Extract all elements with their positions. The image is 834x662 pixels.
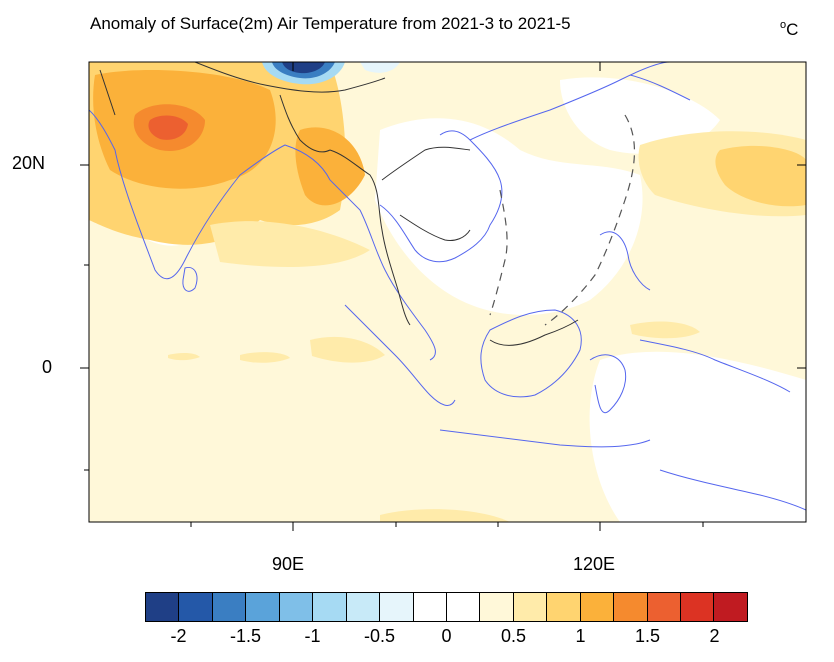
colorbar-cell xyxy=(413,593,447,621)
cool-patch-tibet-east xyxy=(360,62,400,73)
white-region-indochina xyxy=(375,118,643,315)
colorbar-labels: -2 -1.5 -1 -0.5 0 0.5 1 1.5 2 xyxy=(145,626,748,650)
warm-core-pacific xyxy=(715,145,806,207)
colorbar-cell xyxy=(146,593,180,621)
units-label: oC xyxy=(780,19,799,40)
colorbar-tick-label: 1 xyxy=(575,626,586,646)
colorbar-cell xyxy=(580,593,615,621)
lat-label-0: 0 xyxy=(42,357,53,377)
hot-core-india xyxy=(148,115,188,140)
colorbar-tick-label: 0 xyxy=(441,626,452,646)
degree-symbol: o xyxy=(780,19,787,31)
colorbar-cell xyxy=(547,593,581,621)
coastlines xyxy=(89,62,806,511)
colorbar-cell xyxy=(212,593,247,621)
colorbar-tick-label: -1 xyxy=(304,626,321,646)
warm-patch-small xyxy=(240,352,290,363)
colorbar-cell xyxy=(279,593,314,621)
warm-patch-equator xyxy=(310,336,385,363)
contour-fill-layer xyxy=(89,62,806,522)
lon-label-120e: 120E xyxy=(573,554,616,574)
warm-band-south xyxy=(380,509,510,522)
white-region-indonesia-east xyxy=(589,351,806,522)
warm-region-bay xyxy=(295,127,365,206)
axis-ticks xyxy=(80,62,806,531)
lon-label-90e: 90E xyxy=(272,554,305,574)
plot-frame xyxy=(88,61,807,523)
colorbar-tick-label: 0.5 xyxy=(500,626,527,646)
colorbar-cell xyxy=(380,593,414,621)
dashed-boundary xyxy=(489,114,635,326)
colorbar-cell xyxy=(246,593,280,621)
colorbar-cell xyxy=(647,593,681,621)
colorbar-cell xyxy=(714,593,747,621)
colorbar-cell xyxy=(446,593,481,621)
warm-patch-tiny xyxy=(168,352,200,361)
colorbar-cell xyxy=(480,593,514,621)
colorbar-tick-label: 1.5 xyxy=(634,626,661,646)
colorbar-tick-label: 2 xyxy=(709,626,720,646)
warm-patch-east xyxy=(630,321,700,339)
colorbar-cell xyxy=(179,593,213,621)
colorbar-cell xyxy=(346,593,381,621)
colorbar-cell xyxy=(313,593,347,621)
colorbar-tick-label: -2 xyxy=(170,626,187,646)
white-region-south-china xyxy=(560,77,720,154)
colorbar-cell xyxy=(614,593,648,621)
country-borders xyxy=(99,62,579,346)
colorbar-tick-label: -1.5 xyxy=(229,626,262,646)
units-letter: C xyxy=(786,20,799,39)
map-title: Anomaly of Surface(2m) Air Temperature f… xyxy=(90,14,571,33)
colorbar xyxy=(145,592,748,622)
light-warm-band xyxy=(210,221,370,267)
colorbar-cell xyxy=(513,593,548,621)
lat-label-20n: 20N xyxy=(12,153,46,173)
colorbar-tick-label: -0.5 xyxy=(363,626,396,646)
colorbar-cell xyxy=(681,593,715,621)
